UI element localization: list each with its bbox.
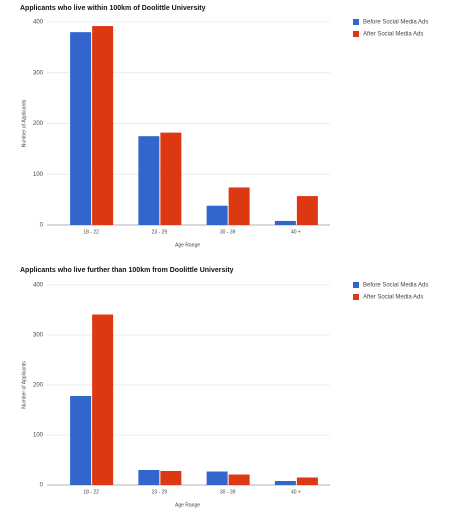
legend-swatch — [353, 19, 359, 25]
y-tick-label: 400 — [33, 283, 44, 289]
bar — [92, 26, 114, 226]
y-tick-label: 200 — [33, 383, 44, 389]
x-axis-label: Age Range — [175, 502, 200, 508]
bar — [70, 32, 92, 226]
x-tick-label: 30 - 39 — [220, 489, 236, 495]
y-tick-label: 0 — [40, 483, 44, 489]
bar — [228, 474, 250, 485]
chart-title: Applicants who live within 100km of Dool… — [20, 5, 206, 12]
bar — [206, 471, 228, 485]
x-tick-label: 23 - 29 — [152, 229, 168, 235]
legend-label: After Social Media Ads — [363, 295, 423, 301]
y-tick-label: 300 — [33, 333, 44, 339]
x-tick-label: 18 - 22 — [83, 489, 99, 495]
y-tick-label: 300 — [33, 70, 44, 76]
x-tick-label: 40 + — [291, 229, 301, 235]
bar — [160, 132, 182, 225]
legend-swatch — [353, 282, 359, 288]
x-tick-label: 23 - 29 — [152, 489, 168, 495]
legend-label: Before Social Media Ads — [363, 283, 428, 289]
y-tick-label: 200 — [33, 121, 44, 127]
y-axis-label: Number of Applicants — [21, 361, 27, 409]
bar — [138, 470, 160, 485]
bar — [274, 481, 296, 485]
bar — [160, 471, 182, 485]
x-tick-label: 18 - 22 — [83, 229, 99, 235]
legend-label: Before Social Media Ads — [363, 20, 428, 26]
bar — [228, 187, 250, 225]
bar — [274, 220, 296, 225]
bar — [296, 477, 318, 485]
x-tick-label: 30 - 39 — [220, 229, 236, 235]
bar — [296, 196, 318, 225]
legend-swatch — [353, 31, 359, 37]
y-tick-label: 100 — [33, 172, 44, 178]
y-tick-label: 0 — [40, 223, 44, 229]
legend-swatch — [353, 294, 359, 300]
bar — [70, 396, 92, 485]
bar — [138, 136, 160, 225]
y-tick-label: 400 — [33, 20, 44, 26]
y-tick-label: 100 — [33, 433, 44, 439]
chart-title: Applicants who live further than 100km f… — [20, 267, 234, 274]
legend-label: After Social Media Ads — [363, 32, 423, 38]
x-axis-label: Age Range — [175, 242, 200, 248]
x-tick-label: 40 + — [291, 489, 301, 495]
bar — [92, 314, 114, 485]
bar — [206, 205, 228, 225]
y-axis-label: Number of Applicants — [21, 99, 27, 147]
